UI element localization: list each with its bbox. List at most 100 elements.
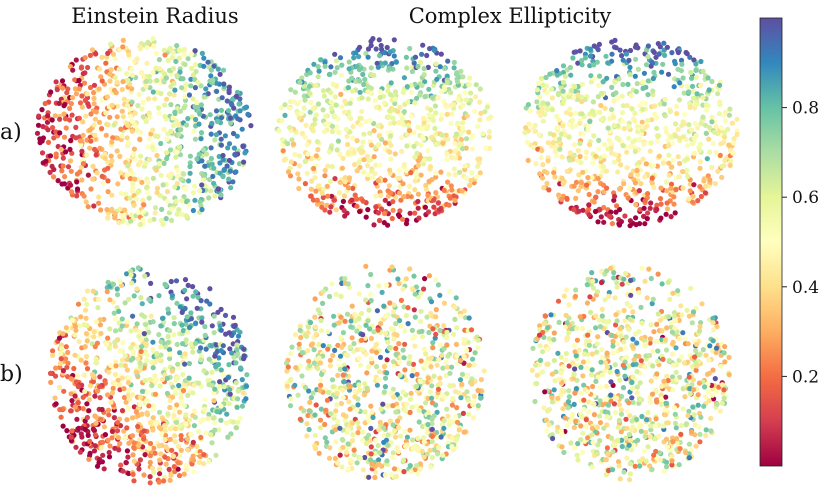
scatter-point (113, 328, 119, 334)
scatter-point (288, 159, 294, 165)
scatter-point (327, 363, 333, 369)
scatter-point (415, 435, 421, 441)
scatter-point (361, 81, 367, 88)
scatter-point (133, 196, 139, 202)
scatter-point (183, 337, 189, 343)
scatter-point (727, 106, 733, 112)
scatter-point (203, 86, 209, 92)
scatter-point (123, 191, 129, 197)
scatter-point (601, 189, 607, 195)
scatter-point (378, 42, 384, 49)
scatter-point (423, 400, 429, 406)
scatter-point (669, 50, 675, 56)
scatter-point (650, 75, 657, 82)
scatter-point (68, 434, 74, 440)
scatter-point (603, 383, 610, 389)
scatter-point (639, 413, 645, 420)
scatter-point (180, 372, 186, 378)
scatter-point (659, 281, 665, 287)
scatter-point (183, 198, 189, 205)
scatter-point (378, 193, 384, 199)
scatter-point (237, 329, 243, 335)
scatter-point (206, 458, 212, 464)
scatter-point (198, 130, 205, 136)
scatter-point (673, 133, 679, 139)
scatter-point (167, 347, 173, 353)
scatter-point (360, 332, 366, 338)
scatter-point (67, 158, 74, 164)
scatter-point (338, 334, 344, 341)
scatter-point (373, 342, 379, 348)
scatter-point (672, 61, 678, 67)
scatter-point (338, 293, 344, 299)
scatter-point (304, 142, 310, 148)
scatter-point (401, 355, 407, 361)
scatter-point (579, 58, 585, 64)
scatter-point (393, 409, 399, 415)
scatter-point (176, 207, 182, 213)
scatter-point (316, 183, 322, 189)
scatter-point (425, 209, 432, 215)
scatter-point (61, 388, 67, 394)
scatter-point (596, 82, 602, 89)
scatter-point (234, 404, 240, 410)
scatter-point (334, 402, 340, 408)
scatter-point (452, 197, 458, 204)
scatter-point (225, 434, 231, 440)
scatter-point (71, 365, 77, 372)
scatter-point (546, 422, 552, 428)
scatter-point (378, 321, 384, 327)
scatter-point (303, 122, 309, 128)
scatter-point (362, 420, 368, 426)
scatter-point (582, 438, 588, 444)
scatter-point (285, 169, 292, 175)
scatter-point (405, 99, 411, 105)
scatter-point (189, 65, 195, 71)
scatter-point (97, 145, 103, 151)
scatter-point (104, 289, 110, 295)
scatter-point (80, 406, 86, 412)
scatter-point (399, 135, 405, 141)
scatter-point (160, 182, 166, 188)
scatter-point (471, 362, 477, 368)
scatter-point (551, 170, 557, 176)
scatter-point (603, 168, 610, 174)
scatter-point (162, 437, 168, 443)
scatter-point (575, 457, 581, 463)
scatter-point (163, 461, 169, 467)
scatter-point (201, 63, 207, 69)
scatter-point (578, 183, 584, 189)
scatter-point (114, 114, 120, 120)
scatter-point (155, 133, 161, 139)
scatter-point (401, 75, 407, 81)
scatter-point (445, 179, 451, 185)
scatter-point (154, 77, 160, 83)
scatter-point (120, 468, 126, 474)
scatter-point (362, 381, 368, 387)
scatter-point (387, 418, 393, 424)
scatter-point (345, 441, 351, 447)
scatter-point (173, 278, 180, 284)
scatter-point (110, 385, 116, 391)
scatter-point (190, 453, 196, 459)
scatter-point (365, 54, 371, 60)
scatter-point (660, 61, 666, 67)
scatter-point (595, 189, 601, 195)
scatter-point (298, 334, 304, 341)
scatter-point (148, 313, 154, 319)
scatter-point (412, 187, 418, 193)
scatter-point (110, 51, 117, 57)
scatter-point (663, 125, 669, 131)
scatter-point (401, 469, 407, 475)
scatter-point (340, 412, 346, 418)
scatter-point (414, 150, 420, 156)
scatter-point (404, 65, 410, 71)
scatter-point (407, 409, 413, 415)
scatter-point (703, 102, 710, 108)
scatter-point (478, 110, 484, 116)
scatter-point (448, 102, 454, 109)
scatter-point (659, 69, 665, 75)
scatter-point (206, 382, 212, 388)
scatter-point (368, 444, 374, 450)
scatter-point (680, 185, 686, 191)
